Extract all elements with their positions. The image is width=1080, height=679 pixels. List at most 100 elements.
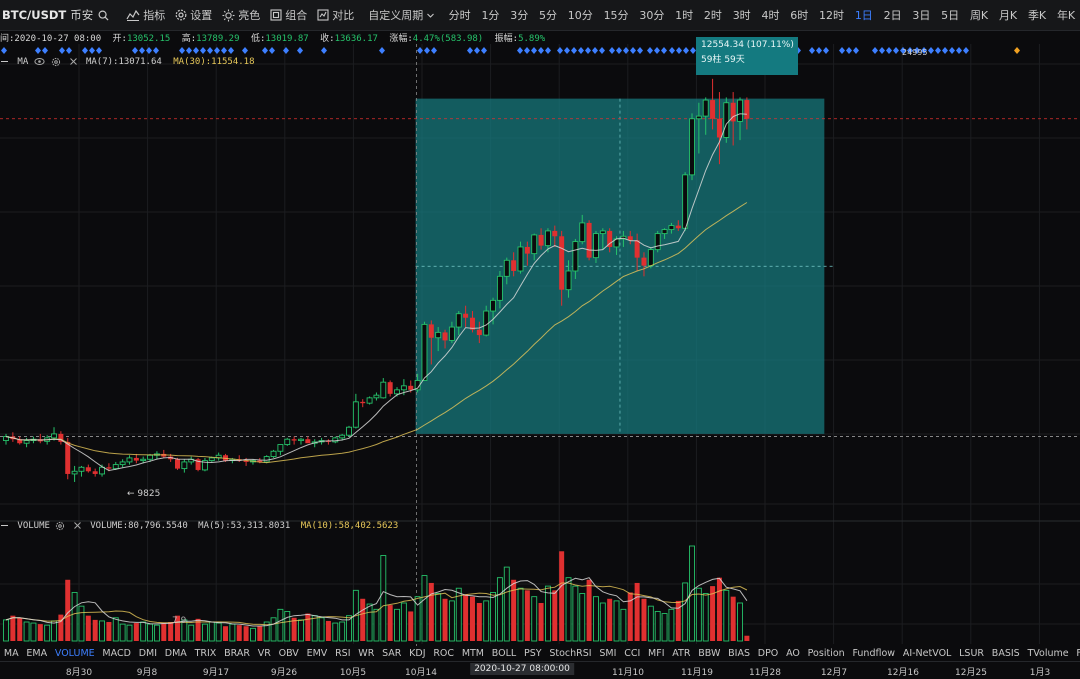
close-icon[interactable]	[69, 57, 81, 66]
period-tab-16[interactable]: 5日	[936, 7, 965, 23]
indicator-tab-20[interactable]: SMI	[595, 648, 620, 659]
volume-bar	[141, 622, 146, 641]
indicator-tab-5[interactable]: DMA	[161, 648, 191, 659]
indicator-tab-31[interactable]: LSUR	[955, 648, 988, 659]
period-tab-12[interactable]: 12时	[814, 7, 850, 23]
change-label: 涨幅:	[389, 34, 412, 44]
signal-diamond	[186, 47, 192, 54]
indicator-tab-34[interactable]: FTBS	[1073, 648, 1080, 659]
indicator-tab-23[interactable]: ATR	[668, 648, 694, 659]
indicator-tab-10[interactable]: EMV	[303, 648, 331, 659]
period-tab-6[interactable]: 30分	[634, 7, 670, 23]
theme-toggle[interactable]: 亮色	[217, 7, 265, 23]
gear-icon[interactable]	[55, 521, 67, 530]
period-tab-19[interactable]: 季K	[1023, 7, 1052, 23]
indicator-collapse-icon[interactable]	[0, 57, 12, 66]
candle-body	[655, 234, 660, 250]
indicator-tab-11[interactable]: RSI	[331, 648, 354, 659]
indicator-tab-13[interactable]: SAR	[378, 648, 405, 659]
candle-body	[340, 435, 345, 438]
candle-body	[381, 382, 386, 398]
signal-diamond	[424, 47, 430, 54]
indicator-tab-22[interactable]: MFI	[644, 648, 668, 659]
low-value: 13019.87	[265, 34, 308, 44]
period-tab-3[interactable]: 5分	[534, 7, 563, 23]
price-chart[interactable]	[0, 44, 1080, 646]
period-tab-18[interactable]: 月K	[994, 7, 1023, 23]
volume-bar	[250, 628, 255, 641]
indicators-button[interactable]: 指标	[121, 7, 170, 23]
period-tab-7[interactable]: 1时	[670, 7, 699, 23]
indicator-tab-30[interactable]: AI-NetVOL	[899, 648, 955, 659]
indicator-tab-21[interactable]: CCI	[620, 648, 644, 659]
period-tab-10[interactable]: 4时	[756, 7, 785, 23]
indicator-tab-16[interactable]: MTM	[458, 648, 488, 659]
group-button[interactable]: 组合	[265, 7, 312, 23]
indicator-tab-25[interactable]: BIAS	[724, 648, 754, 659]
indicator-tab-24[interactable]: BBW	[694, 648, 724, 659]
signal-diamond	[467, 47, 473, 54]
eye-icon[interactable]	[34, 57, 46, 66]
period-tab-17[interactable]: 周K	[965, 7, 994, 23]
indicator-tab-14[interactable]: KDJ	[405, 648, 429, 659]
period-tab-0[interactable]: 分时	[443, 7, 476, 23]
indicator-tab-32[interactable]: BASIS	[988, 648, 1024, 659]
custom-period-dropdown[interactable]: 自定义周期	[363, 7, 443, 23]
period-tab-20[interactable]: 年K	[1052, 7, 1080, 23]
candle-body	[395, 390, 400, 394]
signal-diamond	[474, 47, 480, 54]
indicator-tab-26[interactable]: DPO	[754, 648, 782, 659]
indicator-tab-9[interactable]: OBV	[275, 648, 303, 659]
indicator-tab-29[interactable]: Fundflow	[849, 648, 899, 659]
indicator-tab-3[interactable]: MACD	[99, 648, 135, 659]
period-tab-1[interactable]: 1分	[476, 7, 505, 23]
indicator-tab-12[interactable]: WR	[354, 648, 378, 659]
period-tab-11[interactable]: 6时	[785, 7, 814, 23]
settings-button[interactable]: 设置	[170, 7, 217, 23]
volume-bar	[607, 599, 612, 641]
period-tab-8[interactable]: 2时	[699, 7, 728, 23]
signal-diamond	[139, 47, 145, 54]
compare-button[interactable]: 对比	[312, 7, 359, 23]
candle-body	[401, 386, 406, 390]
custom-period-label: 自定义周期	[368, 7, 423, 23]
indicator-tab-2[interactable]: VOLUME	[51, 648, 99, 659]
close-icon[interactable]	[73, 521, 85, 530]
indicator-tab-18[interactable]: PSY	[520, 648, 545, 659]
search-button[interactable]	[93, 10, 117, 21]
indicator-tab-7[interactable]: BRAR	[220, 648, 254, 659]
indicator-tab-33[interactable]: TVolume	[1024, 648, 1073, 659]
period-tab-4[interactable]: 10分	[562, 7, 598, 23]
gear-icon[interactable]	[51, 57, 63, 66]
signal-diamond	[321, 47, 327, 54]
indicator-tab-1[interactable]: EMA	[22, 648, 50, 659]
indicator-tab-6[interactable]: TRIX	[191, 648, 221, 659]
period-tab-15[interactable]: 3日	[907, 7, 936, 23]
volume-bar	[106, 622, 111, 641]
indicator-collapse-icon[interactable]	[0, 521, 12, 530]
period-tab-2[interactable]: 3分	[505, 7, 534, 23]
candle-body	[738, 100, 743, 121]
period-tab-5[interactable]: 15分	[598, 7, 634, 23]
indicator-tab-27[interactable]: AO	[782, 648, 804, 659]
candle-body	[641, 258, 646, 266]
indicator-tab-15[interactable]: ROC	[429, 648, 458, 659]
period-tab-14[interactable]: 2日	[878, 7, 907, 23]
ohlc-info-bar: 间:2020-10-27 08:00 开:13052.15 高:13789.29…	[0, 31, 545, 44]
indicator-tab-8[interactable]: VR	[254, 648, 275, 659]
indicator-tab-19[interactable]: StochRSI	[545, 648, 595, 659]
indicator-tab-0[interactable]: MA	[0, 648, 22, 659]
candle-body	[127, 458, 132, 462]
volume-bar	[484, 601, 489, 641]
indicator-tab-17[interactable]: BOLL	[488, 648, 520, 659]
indicator-tab-28[interactable]: Position	[804, 648, 849, 659]
candle-body	[532, 235, 537, 254]
candle-body	[511, 260, 516, 271]
volume-bar	[655, 611, 660, 641]
candle-body	[429, 324, 434, 337]
indicator-tab-4[interactable]: DMI	[135, 648, 161, 659]
volume-bar	[648, 606, 653, 641]
period-tab-9[interactable]: 3时	[727, 7, 756, 23]
period-tab-13[interactable]: 1日	[849, 7, 878, 23]
